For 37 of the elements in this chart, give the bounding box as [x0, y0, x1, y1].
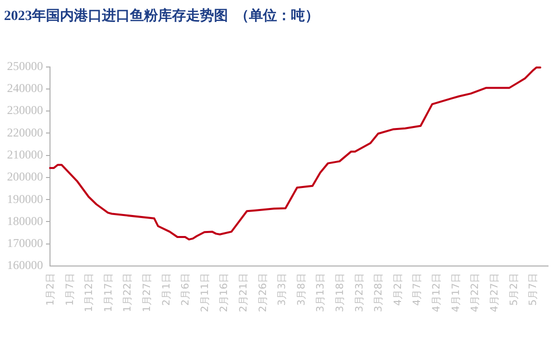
chart-title: 2023年国内港口进口鱼粉库存走势图 （单位：吨）	[4, 7, 319, 24]
x-tick-label: 2月26日	[258, 273, 269, 312]
x-tick-label: 4月27日	[489, 273, 500, 312]
x-tick-label: 4月22日	[470, 273, 482, 312]
x-tick-label: 3月28日	[374, 273, 385, 312]
y-tick-label: 190000	[7, 192, 43, 206]
x-tick-label: 1月22日	[122, 273, 134, 312]
x-tick-label: 4月7日	[412, 273, 424, 306]
x-tick-label: 1月17日	[103, 273, 114, 312]
y-tick-label: 180000	[7, 214, 43, 228]
x-tick-label: 2月1日	[161, 273, 172, 306]
x-tick-label: 1月12日	[84, 273, 96, 312]
x-tick-label: 3月23日	[354, 273, 366, 312]
y-tick-label: 170000	[7, 236, 43, 250]
x-tick-label: 3月3日	[277, 273, 288, 306]
x-tick-label: 1月27日	[142, 273, 154, 312]
x-tick-label: 4月12日	[432, 273, 443, 312]
x-tick-label: 2月6日	[180, 273, 192, 306]
x-tick-label: 1月7日	[64, 273, 76, 306]
y-tick-label: 160000	[7, 258, 43, 272]
y-tick-label: 240000	[7, 81, 43, 96]
x-tick-label: 1月2日	[46, 273, 56, 306]
y-tick-label: 230000	[7, 103, 43, 118]
y-tick-label: 250000	[7, 58, 43, 73]
x-tick-label: 5月2日	[508, 273, 520, 306]
y-tick-label: 210000	[7, 147, 43, 162]
y-tick-label: 200000	[7, 170, 43, 184]
x-tick-label: 3月13日	[316, 273, 327, 312]
x-tick-label: 4月2日	[392, 273, 404, 306]
x-tick-label: 2月16日	[219, 273, 230, 312]
y-tick-label: 220000	[7, 125, 43, 140]
x-tick-label: 3月8日	[296, 273, 308, 306]
x-tick-label: 5月7日	[528, 273, 540, 306]
x-tick-label: 3月18日	[335, 273, 346, 312]
x-tick-label: 2月21日	[238, 273, 250, 312]
x-tick-label: 2月11日	[200, 273, 211, 312]
x-tick-label: 4月17日	[450, 273, 462, 312]
